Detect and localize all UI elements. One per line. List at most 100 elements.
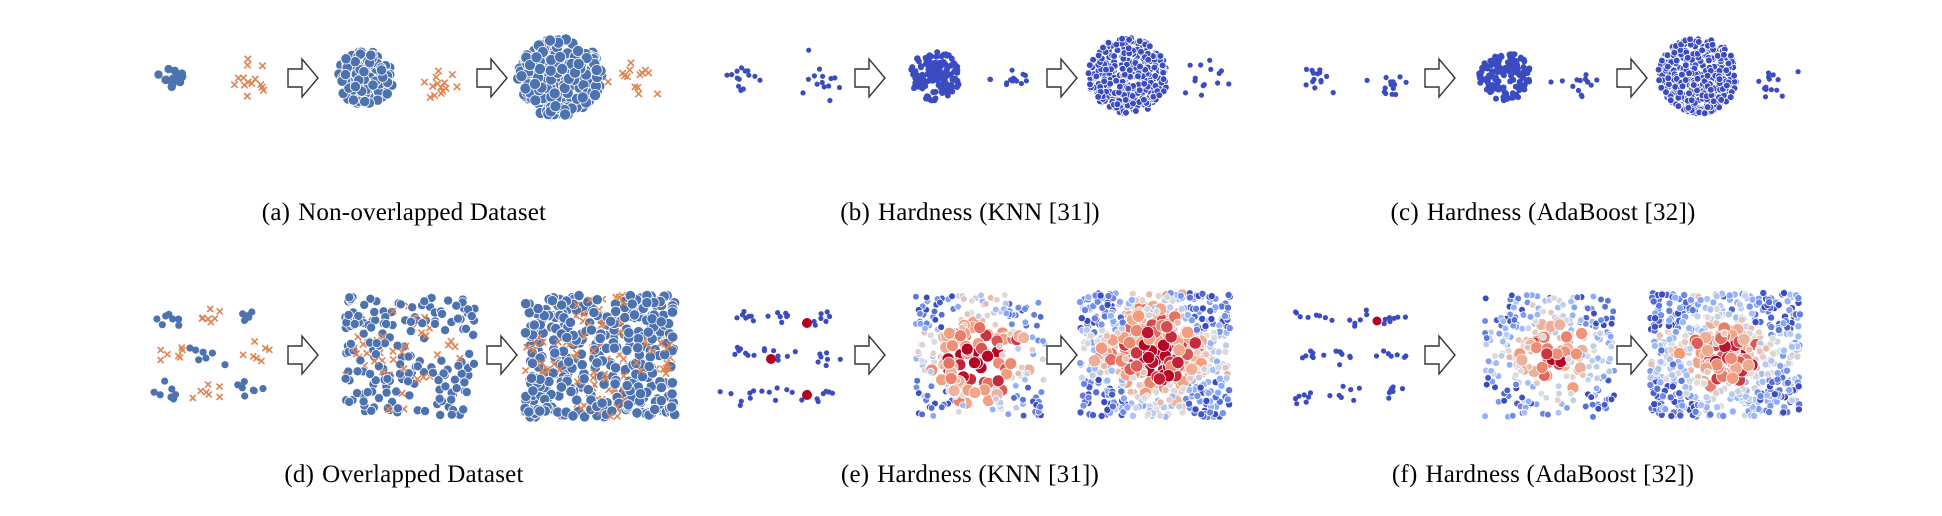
data-point [942, 61, 948, 67]
data-point [1347, 318, 1352, 323]
data-point [941, 87, 947, 93]
data-point [1676, 305, 1683, 312]
cross-point [208, 319, 214, 325]
data-point [531, 52, 542, 63]
data-point [1107, 312, 1114, 319]
data-point [1497, 64, 1503, 70]
data-point [632, 408, 642, 418]
data-point [467, 312, 476, 321]
data-point [1651, 323, 1658, 330]
data-point [186, 345, 193, 352]
data-point [1132, 404, 1139, 411]
data-point [1132, 310, 1144, 322]
data-point [823, 319, 828, 324]
data-point [1113, 41, 1120, 48]
data-point [1514, 58, 1520, 64]
data-point [1713, 390, 1720, 397]
data-point [1101, 399, 1108, 406]
data-point [406, 327, 415, 336]
data-point [1746, 303, 1753, 310]
data-point [1659, 393, 1666, 400]
data-point [751, 318, 756, 323]
data-point [353, 389, 362, 398]
data-point [1188, 63, 1193, 68]
data-point [1760, 289, 1767, 296]
data-point [1726, 372, 1738, 384]
data-point [221, 361, 228, 368]
data-point [1381, 348, 1386, 353]
data-point [413, 362, 422, 371]
data-point [452, 384, 461, 393]
data-point [1222, 342, 1229, 349]
data-point [1304, 67, 1309, 72]
data-point [530, 95, 541, 106]
data-point [1023, 73, 1028, 78]
data-point [241, 392, 248, 399]
data-point [728, 391, 733, 396]
data-point [817, 67, 822, 72]
cross-point [217, 394, 223, 400]
data-point [913, 293, 920, 300]
data-point [1763, 85, 1768, 90]
data-point [1555, 409, 1562, 416]
data-point [762, 348, 767, 353]
data-point [1729, 408, 1736, 415]
caption-f: (f) Hardness (AdaBoost [32]) [1392, 461, 1694, 489]
data-point [1707, 86, 1714, 93]
data-point [1005, 411, 1012, 418]
data-point [435, 394, 444, 403]
data-point [1651, 401, 1658, 408]
data-point [923, 96, 929, 102]
data-point [1153, 308, 1160, 315]
data-point [462, 388, 471, 397]
data-point [930, 89, 936, 95]
panel-hardness-bottom [718, 289, 1234, 420]
data-point [1202, 323, 1209, 330]
data-point [917, 310, 924, 317]
data-point [1098, 412, 1105, 419]
data-point [171, 67, 179, 75]
data-point [1752, 319, 1759, 326]
data-point [1031, 311, 1038, 318]
data-point [1679, 83, 1686, 90]
data-point [563, 357, 573, 367]
data-point [919, 341, 926, 348]
data-point [1029, 346, 1036, 353]
data-point [1678, 377, 1685, 384]
data-point [555, 51, 566, 62]
data-point [1703, 394, 1710, 401]
cross-point [654, 91, 660, 97]
data-point [1780, 409, 1787, 416]
data-point [533, 303, 543, 313]
data-point [1692, 408, 1699, 415]
data-point [1659, 57, 1666, 64]
data-point [1764, 392, 1771, 399]
data-point [1681, 292, 1688, 299]
caption-label: (d) [284, 461, 314, 488]
data-point [1577, 317, 1584, 324]
data-point [549, 88, 560, 99]
data-point [1189, 337, 1201, 349]
data-point [1089, 412, 1096, 419]
data-point [1669, 361, 1676, 368]
data-point [1351, 398, 1356, 403]
data-point [1374, 353, 1379, 358]
data-point [176, 78, 184, 86]
data-point [1157, 399, 1164, 406]
data-point [534, 63, 545, 74]
data-point [168, 385, 175, 392]
data-point [565, 317, 575, 327]
data-point [1173, 344, 1185, 356]
data-point [1598, 317, 1605, 324]
data-point [460, 378, 469, 387]
data-point [955, 408, 962, 415]
data-point [773, 398, 778, 403]
data-point [1403, 315, 1408, 320]
data-point [824, 350, 829, 355]
data-point [1591, 310, 1598, 317]
data-point [395, 369, 404, 378]
data-point [1137, 63, 1144, 70]
data-point [784, 387, 789, 392]
data-point [436, 410, 445, 419]
cross-point [217, 308, 223, 314]
